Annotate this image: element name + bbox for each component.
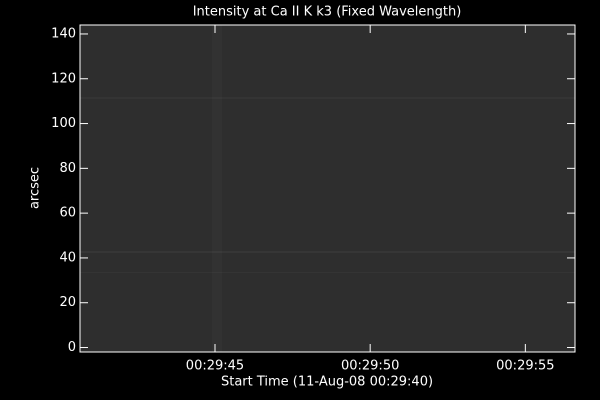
- axes-frame: [79, 24, 576, 353]
- image: [80, 25, 575, 352]
- y-tick-label: 40: [59, 250, 76, 265]
- image-band: [212, 25, 222, 352]
- y-tick-label: 0: [68, 340, 76, 355]
- x-tick-label: 00:29:45: [186, 359, 244, 374]
- y-tick-label: 120: [51, 71, 76, 86]
- y-tick-label: 60: [59, 206, 76, 221]
- y-axis-label: arcsec: [28, 167, 43, 209]
- image-streak: [80, 272, 575, 273]
- y-tick-label: 80: [59, 161, 76, 176]
- y-tick-label: 140: [51, 26, 76, 41]
- x-tick-label: 00:29:50: [341, 359, 399, 374]
- x-tick-label: 00:29:55: [496, 359, 554, 374]
- image-streak: [80, 97, 575, 99]
- chart-title: Intensity at Ca II K k3 (Fixed Wavelengt…: [193, 5, 462, 20]
- y-tick-label: 20: [59, 295, 76, 310]
- image-streak: [80, 251, 575, 253]
- x-axis-label: Start Time (11-Aug-08 00:29:40): [221, 375, 433, 390]
- y-tick-label: 100: [51, 116, 76, 131]
